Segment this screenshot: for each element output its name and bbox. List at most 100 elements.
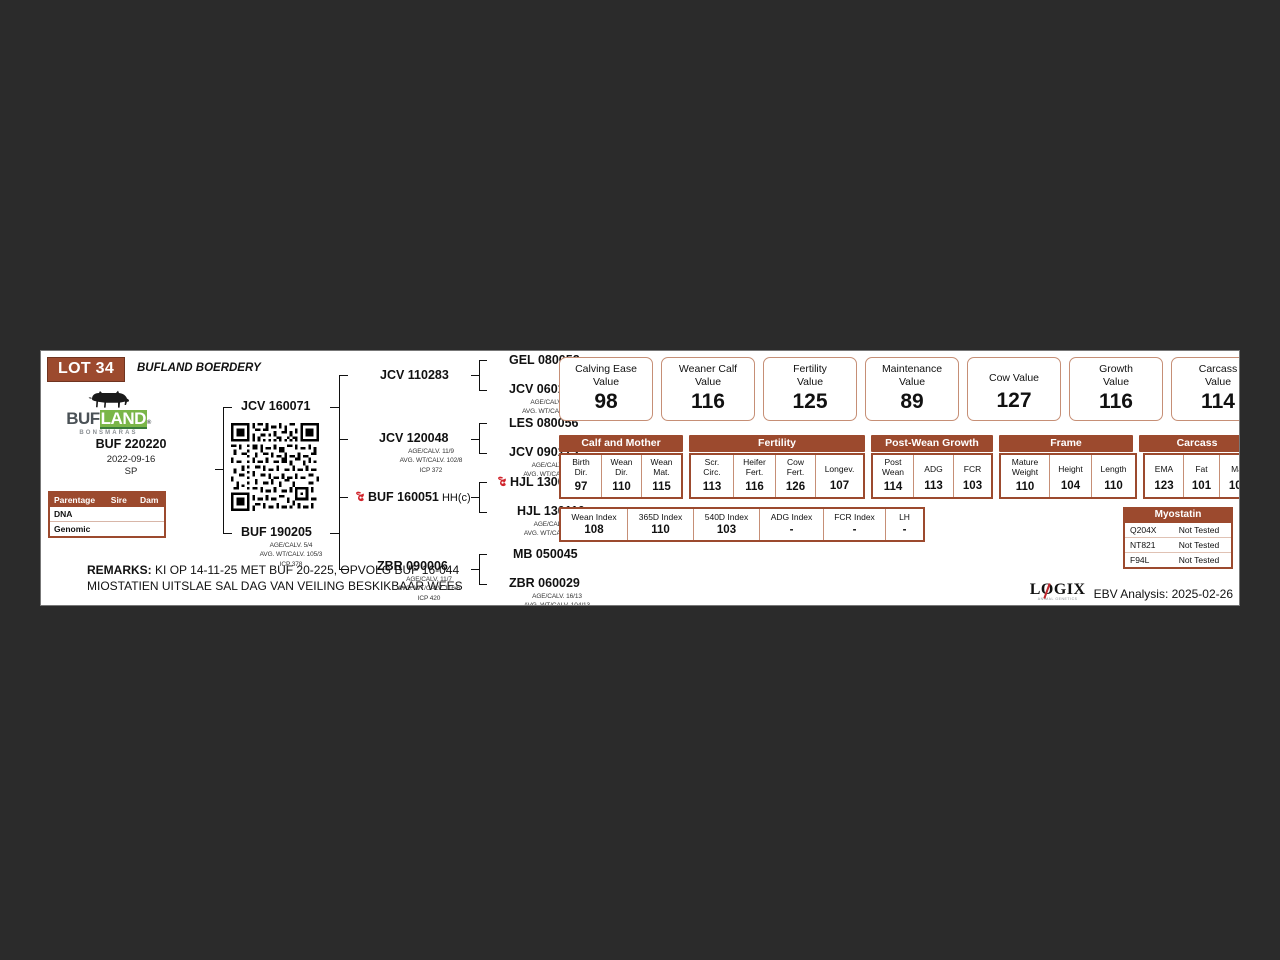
trait-label: Fat <box>1195 463 1208 475</box>
trait-ema: EMA 123 <box>1145 455 1183 497</box>
trait-length: Length 110 <box>1091 455 1135 497</box>
parentage-row-sire <box>103 524 134 534</box>
trait-label: Mar <box>1231 464 1239 475</box>
label-line-2: Value <box>1102 375 1130 388</box>
label-line-1: Height <box>1058 463 1083 474</box>
pedigree-bracket-gen2-upper-vert <box>339 375 340 519</box>
value-box-carcass: Carcass Value 114 <box>1171 357 1239 421</box>
trait-label: Wean Dir. <box>610 457 633 478</box>
trait-value: 126 <box>785 480 806 493</box>
parentage-header-dam: Dam <box>140 495 159 505</box>
logo-word-land: LAND <box>99 409 148 429</box>
label-line-1: Weaner Calf <box>678 363 738 375</box>
trait-scr-circ: Scr. Circ. 113 <box>691 455 733 497</box>
myostatin-title: Myostatin <box>1123 507 1233 523</box>
label-line-1: Growth <box>1099 363 1133 375</box>
age-calv: AGE/CALV. 4/1 <box>531 462 575 469</box>
value-box-growth: Growth Value 116 <box>1069 357 1163 421</box>
myostatin-table: Myostatin Q204X Not Tested NT821 Not Tes… <box>1123 507 1233 569</box>
trait-label: Longev. <box>825 464 855 475</box>
trait-mature-weight: Mature Weight 110 <box>1001 455 1049 497</box>
pedigree-bracket-gen2-upper-bot <box>339 439 348 440</box>
pedigree-sire-dam-name: JCV 120048 <box>379 431 449 445</box>
value-box-weaner-calf: Weaner Calf Value 116 <box>661 357 755 421</box>
ebv-trait-table: Birth Dir. 97 Wean Dir. 110 <box>559 453 1239 499</box>
trait-label: FCR <box>963 463 982 475</box>
index-label: 365D Index <box>638 512 683 522</box>
index-value: 103 <box>716 524 737 536</box>
myostatin-status: Not Tested <box>1178 525 1220 535</box>
ebv-stats-panel: Calving Ease Value 98 Weaner Calf Value … <box>559 351 1239 605</box>
parentage-row-label: Genomic <box>54 524 91 534</box>
pedigree-bracket-gen2-lower-vert <box>339 497 340 569</box>
pedigree-bracket-gen3-d-vert <box>479 554 480 584</box>
pedigree-bracket-gen1-bot <box>223 533 232 534</box>
value-box-label: Growth Value <box>1099 363 1133 389</box>
avg-wt: AVG. WT/CALV. 116/6 <box>397 585 461 593</box>
animal-code: SP <box>124 465 138 477</box>
trait-adg: ADG 113 <box>913 455 953 497</box>
label-line-1: Calving Ease <box>575 363 637 375</box>
icp: ICP 372 <box>419 466 443 474</box>
trait-birth-dir: Birth Dir. 97 <box>561 455 601 497</box>
label-line-2: Fert. <box>745 466 764 477</box>
logix-subtitle: ANIMAL GENETICS <box>1037 597 1078 601</box>
pedigree-bracket-gen2-upper-top <box>339 375 348 376</box>
trait-label: Mature Weight <box>1012 457 1038 478</box>
trait-value: 108 <box>1228 479 1239 492</box>
trait-fcr: FCR 103 <box>953 455 991 497</box>
label-line-1: Wean <box>610 457 633 467</box>
remarks-label: REMARKS: <box>87 563 152 577</box>
parentage-row-sire <box>103 509 134 519</box>
label-line-1: Maintenance <box>881 363 943 375</box>
value-box-label: Weaner Calf Value <box>679 363 737 389</box>
label-line-2: Fert. <box>786 466 805 477</box>
trait-group-calf-and-mother: Birth Dir. 97 Wean Dir. 110 <box>559 453 683 499</box>
pedigree-dam-sire-name: BUF 160051 HH(c) <box>355 490 471 504</box>
remarks-section: REMARKS: KI OP 14-11-25 MET BUF 20-225, … <box>87 563 607 593</box>
trait-value: 103 <box>962 479 983 492</box>
pedigree-dam-sire-suffix: HH(c) <box>441 492 471 504</box>
trait-label: Wean Mat. <box>650 457 672 478</box>
pedigree-ggd-4-stats: AGE/CALV. 16/13 AVG. WT/CALV. 104/13 <box>509 592 605 605</box>
pedigree-ggs-4-name: MB 050045 <box>513 547 578 561</box>
label-line-2: Value <box>592 375 620 388</box>
logix-o-glyph: O <box>1041 582 1054 599</box>
avg-wt: AVG. WT/CALV. 102/8 <box>399 457 463 465</box>
qr-code[interactable] <box>231 423 319 511</box>
table-row: NT821 Not Tested <box>1125 537 1231 552</box>
trait-label: EMA <box>1155 464 1173 475</box>
group-header-post-wean-growth: Post-Wean Growth <box>871 435 993 452</box>
icp: ICP 420 <box>417 594 441 602</box>
label-line-1: Length <box>1100 463 1127 474</box>
trait-label: Length <box>1100 463 1127 475</box>
trait-group-fertility: Scr. Circ. 113 Heifer Fert. 116 <box>689 453 865 499</box>
label-line-1: Fat <box>1195 463 1208 474</box>
label-line-2: Value <box>898 375 926 388</box>
pedigree-dam-stats: AGE/CALV. 5/4 AVG. WT/CALV. 105/3 ICP 37… <box>241 541 341 569</box>
logo-subtitle: BONSMARAS <box>79 430 138 436</box>
pedigree-ggd-3-stats: AGE/CALV. 4/1 AVG. WT/CALV. 118/1 <box>509 520 601 539</box>
label-line-1: Cow <box>786 457 804 467</box>
index-table: Wean Index 108 365D Index 110 540D Index… <box>559 507 925 542</box>
identity-panel: LOT 34 BUFLAND BOERDERY BUF LAND ® BONSMAR… <box>41 351 319 605</box>
age-calv: AGE/CALV. 5/4 <box>269 542 313 549</box>
remarks-line-2: MIOSTATIEN UITSLAE SAL DAG VAN VEILING B… <box>87 579 463 593</box>
index-value: 108 <box>584 524 604 536</box>
value-box-label: Calving Ease Value <box>575 363 637 389</box>
pedigree-bracket-gen3-c-vert <box>479 482 480 512</box>
group-header-calf-and-mother: Calf and Mother <box>559 435 683 452</box>
pedigree-bracket-gen3-d-bot <box>479 584 487 585</box>
label-line-1: FCR <box>963 463 982 474</box>
trait-value: 110 <box>612 480 631 493</box>
avg-wt: AVG. WT/CALV. 103/11 <box>522 408 588 416</box>
trait-label: Heifer Fert. <box>743 457 766 478</box>
trait-value: 115 <box>652 480 671 493</box>
trait-value: 113 <box>924 479 943 492</box>
label-line-1: Birth <box>572 457 590 467</box>
animal-dob-block: 2022-09-16 SP <box>41 454 221 478</box>
index-fcr: FCR Index - <box>823 509 885 540</box>
trait-longev: Longev. 107 <box>815 455 863 497</box>
label-line-2: Value <box>694 375 722 388</box>
value-box-label: Fertility Value <box>793 363 827 389</box>
